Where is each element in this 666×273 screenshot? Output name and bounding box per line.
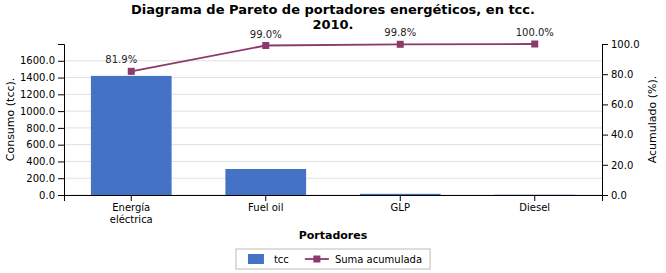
- tick-mark: [58, 128, 64, 129]
- tick-mark: [602, 104, 608, 105]
- tick-label: Fuel oil: [248, 202, 283, 213]
- tick-mark: [58, 111, 64, 112]
- tick: 40.0: [602, 129, 633, 140]
- y2-axis-title: Acumulado (%).: [646, 76, 659, 164]
- legend-label: Suma acumulada: [335, 254, 422, 265]
- tick-label: 600.0: [26, 139, 55, 150]
- tick: Fuel oil: [248, 195, 283, 213]
- x-axis: Energíaeléctrica Fuel oil GLP Diesel: [65, 195, 603, 225]
- y2-axis: 0.0 20.0 40.0 60.0 80.0 100.0: [602, 39, 640, 201]
- tick-label: 1200.0: [20, 89, 55, 100]
- legend-label: tcc: [274, 254, 289, 265]
- tick-label: 1600.0: [20, 55, 55, 66]
- tick-label: 800.0: [26, 123, 55, 134]
- legend-swatch: [248, 254, 264, 264]
- bar: [225, 169, 306, 195]
- legend-item: tcc: [248, 254, 289, 265]
- y-axis: 0.0 200.0 400.0 600.0 800.0 1000.0 1200.0 1400.…: [20, 45, 65, 201]
- tick-label: Diesel: [519, 202, 550, 213]
- data-label: 99.8%: [384, 27, 416, 38]
- axis-line: [603, 45, 609, 196]
- tick-mark: [58, 145, 64, 146]
- tick: 1200.0: [20, 89, 64, 100]
- tick-label: 0.0: [39, 190, 55, 201]
- tick-label: 80.0: [611, 69, 633, 80]
- marker: [397, 41, 404, 48]
- marker: [262, 42, 269, 49]
- tick-label: Energíaeléctrica: [110, 202, 153, 225]
- tick-label: 40.0: [611, 129, 633, 140]
- tick: Energíaeléctrica: [110, 195, 153, 225]
- tick-label: GLP: [391, 202, 410, 213]
- grid: [64, 61, 602, 195]
- tick-label: 20.0: [611, 160, 633, 171]
- legend-frame: [236, 249, 430, 269]
- tick-mark: [400, 195, 401, 201]
- marker: [128, 68, 135, 75]
- tick: 1600.0: [20, 55, 64, 66]
- tick-mark: [58, 94, 64, 95]
- chart: 0.0 200.0 400.0 600.0 800.0 1000.0 1200.0 1400.…: [0, 0, 666, 273]
- tick: Diesel: [519, 195, 550, 213]
- tick-mark: [58, 61, 64, 62]
- legend-item: Suma acumulada: [305, 254, 422, 265]
- x-axis-title: Portadores: [299, 229, 368, 242]
- bars: [91, 76, 575, 195]
- tick-label: 200.0: [26, 173, 55, 184]
- tick: 100.0: [602, 39, 640, 50]
- tick: GLP: [391, 195, 410, 213]
- tick-mark: [131, 195, 132, 201]
- tick: 80.0: [602, 69, 633, 80]
- tick: 600.0: [26, 139, 64, 150]
- tick: 1000.0: [20, 106, 64, 117]
- data-label: 81.9%: [105, 54, 137, 65]
- legend-marker: [313, 256, 320, 263]
- axis-line: [65, 196, 603, 202]
- tick-label: 1000.0: [20, 106, 55, 117]
- tick-mark: [58, 78, 64, 79]
- tick-label: 400.0: [26, 156, 55, 167]
- grid-line: [64, 60, 602, 61]
- plot: 0.0 200.0 400.0 600.0 800.0 1000.0 1200.0 1400.…: [20, 27, 640, 225]
- tick-mark: [534, 195, 535, 201]
- tick-mark: [265, 195, 266, 201]
- tick-label: 60.0: [611, 99, 633, 110]
- title: Diagrama de Pareto de portadores energét…: [131, 2, 535, 32]
- tick: 20.0: [602, 160, 633, 171]
- tick-mark: [602, 135, 608, 136]
- data-label: 100.0%: [516, 27, 554, 38]
- data-labels: 81.9% 99.0% 99.8% 100.0%: [105, 27, 553, 65]
- tick: 1400.0: [20, 72, 64, 83]
- bar: [360, 194, 441, 195]
- marker: [531, 41, 538, 48]
- tick-mark: [58, 195, 64, 196]
- tick: 0.0: [39, 190, 64, 201]
- tick: 800.0: [26, 123, 64, 134]
- tick-mark: [602, 44, 608, 45]
- lines: [128, 41, 539, 75]
- axis-line: [58, 45, 65, 196]
- bar: [494, 194, 575, 195]
- tick-label: 1400.0: [20, 72, 55, 83]
- data-label: 99.0%: [250, 29, 282, 40]
- y-axis-title: Consumo (tcc).: [4, 78, 17, 162]
- tick-mark: [58, 161, 64, 162]
- tick: 60.0: [602, 99, 633, 110]
- tick-label: 0.0: [611, 190, 627, 201]
- tick: 400.0: [26, 156, 64, 167]
- tick-mark: [58, 178, 64, 179]
- bar: [91, 76, 172, 195]
- tick: 200.0: [26, 173, 64, 184]
- tick: 0.0: [602, 190, 627, 201]
- legend: tcc Suma acumulada: [236, 249, 430, 269]
- tick-label: 100.0: [611, 39, 640, 50]
- tick-mark: [602, 165, 608, 166]
- tick-mark: [602, 74, 608, 75]
- line: [131, 44, 535, 71]
